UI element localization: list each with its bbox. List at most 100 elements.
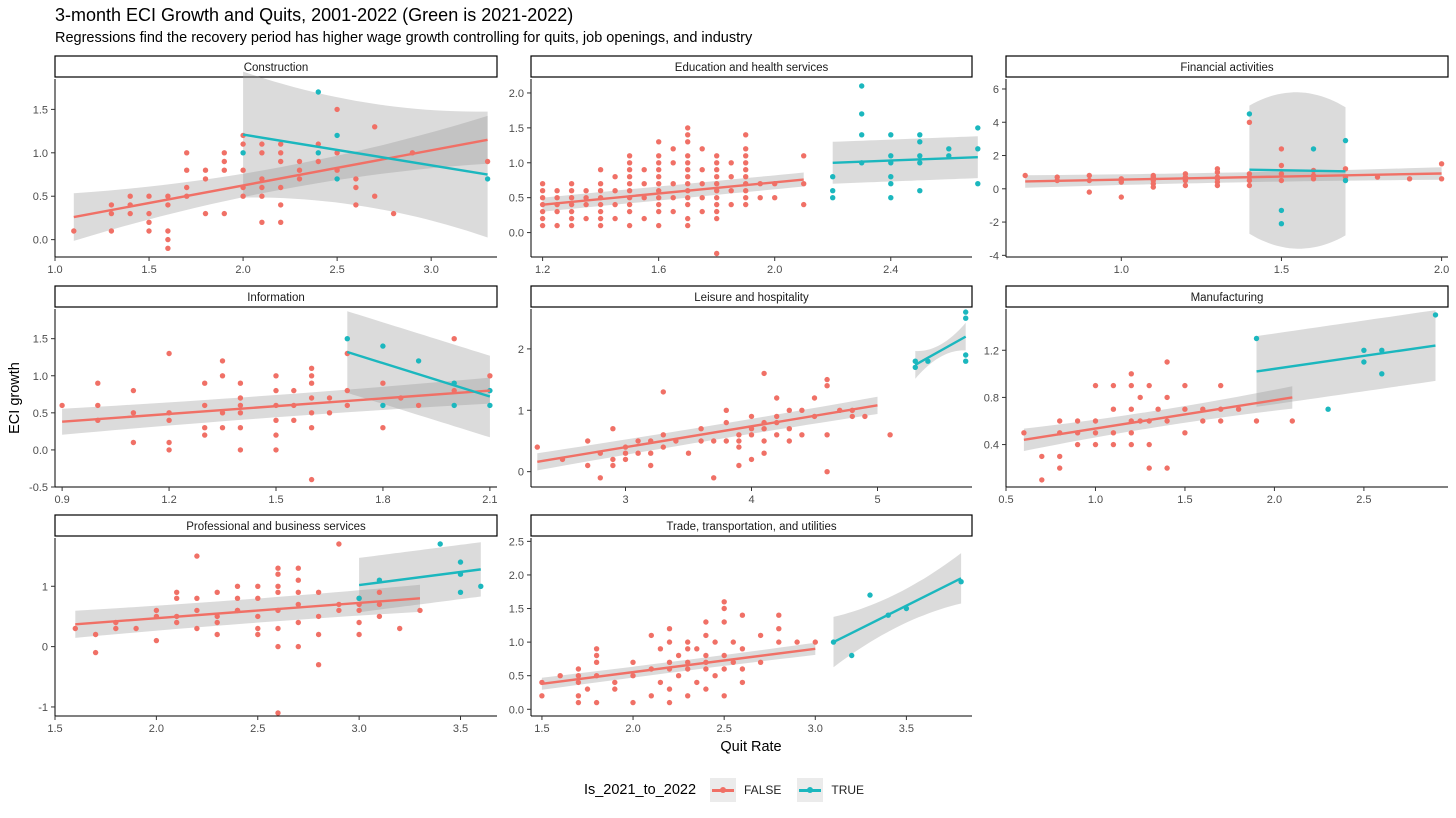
data-point-false (1128, 371, 1135, 377)
data-point-false (259, 219, 265, 225)
data-point-false (685, 125, 691, 131)
data-point-false (774, 413, 780, 420)
y-tick-label: 2.0 (509, 570, 524, 582)
data-point-false (295, 589, 301, 595)
data-point-false (237, 410, 244, 416)
data-point-true (1325, 406, 1331, 412)
data-point-false (685, 450, 692, 456)
y-tick-label: 1.5 (509, 123, 524, 135)
legend-key-true (797, 778, 824, 802)
y-tick-label: -1 (38, 702, 48, 714)
data-point-false (539, 215, 546, 222)
data-point-false (275, 625, 281, 632)
data-point-false (1182, 406, 1188, 412)
data-point-false (656, 188, 662, 194)
data-point-true (1361, 359, 1367, 365)
data-point-false (743, 201, 749, 208)
data-point-false (219, 358, 226, 364)
data-point-false (593, 699, 600, 706)
data-point-false (670, 195, 676, 201)
data-point-false (1146, 465, 1152, 471)
facet-strip (54, 514, 498, 537)
y-tick-label: -0.5 (29, 482, 48, 494)
data-point-false (372, 193, 378, 199)
data-point-true (888, 132, 894, 138)
data-point-false (376, 613, 383, 620)
data-point-true (975, 181, 981, 187)
data-point-false (255, 613, 261, 620)
data-point-false (675, 652, 682, 659)
y-tick-label: 0.0 (33, 235, 48, 247)
data-point-false (736, 438, 742, 444)
data-point-true (888, 174, 894, 180)
data-point-false (736, 432, 742, 438)
data-point-false (757, 659, 764, 665)
facet-strip-label: Information (247, 292, 305, 304)
data-point-true (478, 583, 484, 589)
facet-strip (530, 285, 973, 308)
data-point-false (1200, 418, 1206, 424)
data-point-false (568, 201, 575, 208)
data-point-false (356, 607, 362, 614)
data-point-false (714, 208, 720, 215)
x-axis-title: Quit Rate (720, 739, 781, 755)
data-point-false (648, 450, 654, 456)
data-point-false (295, 643, 301, 650)
data-point-true (867, 592, 873, 598)
data-point-false (597, 215, 604, 222)
data-point-false (1278, 171, 1285, 177)
regression-line-true (358, 568, 481, 587)
data-point-false (315, 631, 322, 638)
facet-strip (54, 285, 498, 308)
data-point-true (912, 358, 918, 364)
data-point-false (1021, 430, 1027, 436)
data-point-false (1128, 382, 1135, 389)
data-point-false (108, 228, 115, 234)
data-point-false (1092, 430, 1099, 436)
data-point-false (685, 139, 691, 145)
data-point-false (824, 376, 830, 383)
data-point-true (975, 125, 981, 131)
data-point-false (174, 589, 180, 595)
data-point-false (221, 210, 227, 217)
data-point-true (484, 176, 491, 182)
data-point-false (1218, 418, 1224, 424)
data-point-false (743, 132, 749, 138)
data-point-false (1278, 146, 1285, 152)
data-point-false (92, 631, 99, 638)
data-point-false (275, 565, 281, 571)
data-point-false (656, 181, 662, 187)
data-point-false (417, 607, 423, 614)
data-point-false (721, 619, 727, 625)
data-point-false (1246, 182, 1253, 189)
data-point-false (575, 666, 582, 672)
x-tick-label: 5 (874, 494, 880, 506)
data-point-false (487, 373, 493, 379)
data-point-true (380, 402, 386, 409)
data-point-false (259, 193, 265, 199)
data-point-false (575, 679, 582, 686)
data-point-false (648, 693, 654, 699)
data-point-false (730, 659, 736, 665)
data-point-false (291, 417, 297, 423)
data-point-false (95, 380, 101, 386)
data-point-false (597, 167, 604, 173)
regression-line-true (346, 350, 491, 398)
data-point-false (585, 462, 591, 469)
data-point-false (743, 188, 749, 194)
data-point-false (214, 619, 220, 626)
data-point-false (1182, 430, 1188, 436)
x-tick-label: 1.0 (1088, 494, 1103, 506)
data-point-false (714, 195, 720, 201)
data-point-false (887, 432, 893, 438)
x-tick-label: 3.0 (351, 723, 366, 735)
x-tick-label: 0.5 (998, 494, 1013, 506)
y-tick-label: 0.5 (33, 191, 48, 203)
data-point-false (635, 438, 641, 444)
data-point-false (685, 646, 691, 652)
data-point-false (344, 387, 350, 394)
facet-strip (54, 55, 498, 78)
data-point-false (714, 153, 720, 159)
x-tick-label: 1.8 (375, 494, 390, 506)
data-point-false (761, 426, 767, 432)
